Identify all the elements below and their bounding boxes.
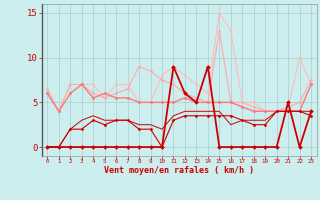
X-axis label: Vent moyen/en rafales ( km/h ): Vent moyen/en rafales ( km/h ) [104, 166, 254, 175]
